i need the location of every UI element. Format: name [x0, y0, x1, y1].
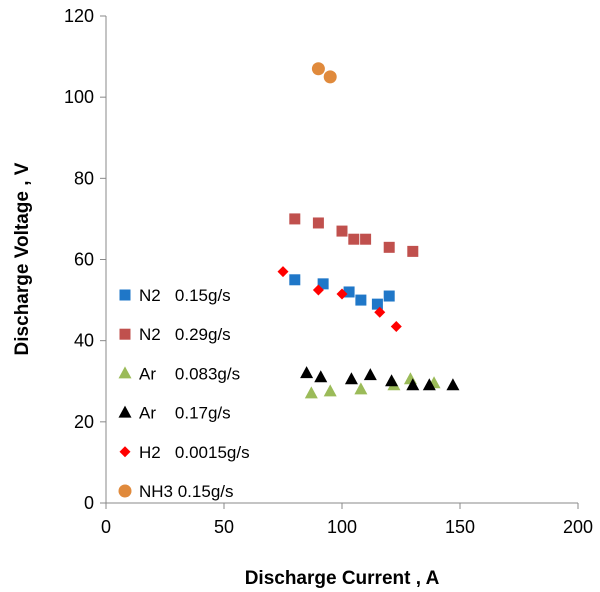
y-tick-label: 100 — [64, 87, 94, 107]
legend-marker — [119, 446, 131, 458]
data-point-series-3 — [314, 370, 328, 383]
data-point-series-4 — [336, 288, 348, 300]
data-point-series-0 — [383, 290, 395, 302]
data-point-series-0 — [289, 274, 301, 286]
y-tick-label: 20 — [74, 412, 94, 432]
x-tick-label: 100 — [327, 517, 357, 537]
data-point-series-0 — [355, 294, 367, 306]
data-point-series-3 — [422, 378, 436, 391]
legend-marker — [118, 405, 132, 418]
x-tick-label: 0 — [101, 517, 111, 537]
ticks: 0 20 40 60 80 100 120 0 50 100 150 200 — [64, 6, 593, 537]
data-point-series-0 — [371, 298, 383, 310]
data-point-series-0 — [317, 278, 329, 290]
y-tick-label: 120 — [64, 6, 94, 26]
data-point-series-4 — [277, 266, 289, 278]
x-axis-title: Discharge Current , A — [245, 568, 440, 589]
legend-marker — [119, 328, 131, 340]
data-point-series-5 — [323, 70, 337, 84]
legend-label: N2 0.29g/s — [139, 325, 231, 344]
legend: N2 0.15g/s N2 0.29g/s Ar 0.083g/s Ar 0.17g/… — [118, 286, 250, 501]
y-tick-label: 0 — [84, 493, 94, 513]
data-point-series-3 — [385, 374, 399, 387]
data-point-series-2 — [354, 382, 368, 395]
data-point-series-1 — [360, 233, 372, 245]
x-tick-label: 50 — [214, 517, 234, 537]
x-tick-label: 200 — [563, 517, 593, 537]
legend-label: Ar 0.083g/s — [139, 364, 240, 383]
data-point-series-1 — [312, 217, 324, 229]
data-point-series-4 — [312, 284, 324, 296]
legend-marker — [118, 484, 132, 498]
data-point-series-2 — [323, 384, 337, 397]
data-point-series-3 — [406, 378, 420, 391]
data-point-series-5 — [311, 62, 325, 76]
data-point-series-1 — [348, 233, 360, 245]
y-tick-label: 60 — [74, 250, 94, 270]
data-point-series-3 — [446, 378, 460, 391]
data-point-series-1 — [336, 225, 348, 237]
legend-marker — [118, 366, 132, 379]
data-point-series-3 — [344, 372, 358, 385]
axes — [105, 16, 578, 504]
data-point-series-1 — [289, 213, 301, 225]
y-tick-label: 40 — [74, 331, 94, 351]
legend-label: N2 0.15g/s — [139, 286, 231, 305]
data-point-series-0 — [343, 286, 355, 298]
legend-label: Ar 0.17g/s — [139, 404, 231, 423]
data-point-series-4 — [374, 306, 386, 318]
data-point-series-1 — [383, 241, 395, 253]
data-point-series-2 — [304, 386, 318, 399]
legend-label: H2 0.0015g/s — [139, 443, 250, 462]
data-points — [277, 62, 460, 399]
data-point-series-4 — [390, 320, 402, 332]
legend-label: NH3 0.15g/s — [139, 482, 234, 501]
data-point-series-1 — [407, 245, 419, 257]
data-point-series-3 — [300, 366, 314, 379]
legend-marker — [119, 289, 131, 301]
data-point-series-3 — [363, 368, 377, 381]
y-axis-title: Discharge Voltage , V — [12, 162, 33, 355]
y-tick-label: 80 — [74, 168, 94, 188]
x-tick-label: 150 — [445, 517, 475, 537]
